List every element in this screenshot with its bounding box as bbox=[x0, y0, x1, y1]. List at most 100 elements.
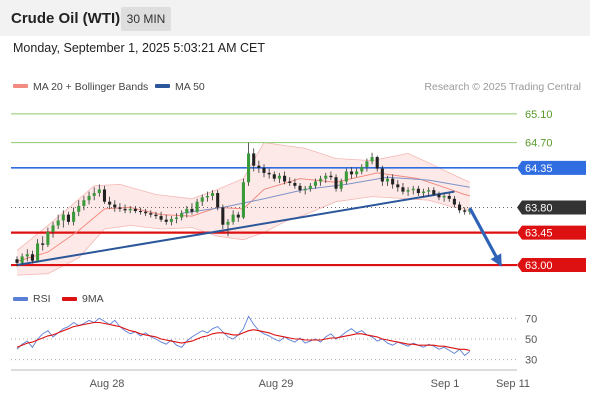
ma20-legend-swatch bbox=[13, 84, 28, 88]
candle bbox=[308, 182, 312, 192]
candle-body bbox=[123, 208, 127, 211]
candle bbox=[128, 206, 132, 214]
candle bbox=[385, 175, 390, 186]
candle-body bbox=[349, 171, 354, 175]
candle bbox=[72, 207, 76, 226]
pivot-price-tag bbox=[517, 160, 586, 175]
candle bbox=[164, 214, 168, 225]
candle bbox=[30, 250, 34, 264]
candle bbox=[334, 174, 338, 192]
candle-body bbox=[457, 204, 462, 211]
candle bbox=[236, 211, 240, 222]
candle bbox=[447, 193, 451, 202]
candle-body bbox=[92, 193, 96, 196]
candle-body bbox=[87, 195, 91, 201]
candle-body bbox=[138, 211, 143, 213]
candle bbox=[226, 218, 230, 237]
candle-body bbox=[370, 157, 374, 162]
candle-body bbox=[149, 213, 153, 215]
candle-body bbox=[447, 195, 451, 199]
price-panel: 65.10 64.70 64.35 63.80 63.45 63.00 bbox=[11, 109, 586, 276]
candle-body bbox=[113, 204, 117, 208]
candle-body bbox=[365, 161, 369, 168]
candle-body bbox=[257, 165, 261, 168]
candle bbox=[396, 180, 400, 192]
candle-body bbox=[308, 185, 312, 189]
interval-button[interactable]: 30 MIN bbox=[121, 7, 171, 31]
rsi-tick-label: 70 bbox=[525, 313, 537, 325]
candle bbox=[416, 185, 420, 196]
candle bbox=[25, 249, 29, 262]
candle-body bbox=[154, 214, 158, 217]
candle bbox=[87, 191, 91, 205]
candle-body bbox=[77, 206, 81, 212]
candle-body bbox=[421, 191, 426, 194]
candle-body bbox=[236, 214, 240, 218]
candle-body bbox=[463, 210, 467, 212]
candle-body bbox=[360, 167, 364, 172]
candle bbox=[154, 211, 158, 219]
candle bbox=[247, 142, 251, 186]
candle-body bbox=[72, 211, 76, 222]
9ma-legend-label: 9MA bbox=[82, 293, 104, 305]
candle-body bbox=[174, 217, 179, 219]
candle-body bbox=[159, 216, 163, 220]
instrument-title: Crude Oil (WTI) bbox=[11, 10, 121, 27]
candle bbox=[149, 210, 153, 218]
candle-body bbox=[411, 188, 415, 191]
candle bbox=[406, 187, 410, 196]
candle bbox=[102, 185, 107, 204]
rsi-legend-swatch bbox=[13, 297, 28, 301]
candle bbox=[272, 171, 276, 182]
candle bbox=[221, 204, 225, 230]
support-price-tag bbox=[517, 225, 586, 240]
candle bbox=[56, 214, 60, 230]
rsi-panel: 70 50 30 bbox=[11, 313, 537, 367]
candle-body bbox=[303, 188, 307, 191]
candle-body bbox=[324, 175, 328, 179]
candle bbox=[92, 187, 96, 201]
candle-body bbox=[56, 220, 60, 226]
candle-body bbox=[205, 195, 209, 198]
candle bbox=[185, 206, 189, 218]
candle-body bbox=[241, 182, 245, 218]
candle bbox=[61, 210, 65, 228]
candle-body bbox=[432, 190, 436, 195]
candle-body bbox=[329, 175, 333, 178]
candle bbox=[195, 198, 199, 214]
resistance-label: 65.10 bbox=[525, 109, 553, 121]
candle bbox=[180, 210, 184, 221]
ma20-legend-label: MA 20 + Bollinger Bands bbox=[33, 81, 148, 93]
candle bbox=[262, 164, 266, 178]
candle bbox=[82, 195, 86, 211]
candle-body bbox=[262, 167, 266, 173]
candle bbox=[437, 191, 441, 201]
candle-body bbox=[46, 231, 50, 245]
candle-body bbox=[452, 198, 456, 205]
candle bbox=[380, 165, 384, 186]
candle bbox=[267, 168, 271, 179]
candle-body bbox=[144, 211, 148, 214]
candle bbox=[46, 227, 50, 248]
support-price-label: 63.45 bbox=[525, 228, 553, 240]
last-price-tag bbox=[517, 200, 586, 215]
rsi-line bbox=[16, 315, 471, 357]
candle bbox=[452, 195, 456, 208]
candle-body bbox=[97, 189, 101, 194]
candle bbox=[324, 172, 328, 183]
x-tick-label: Aug 29 bbox=[259, 378, 294, 390]
candle-body bbox=[210, 193, 215, 196]
candle bbox=[355, 168, 359, 178]
candle-body bbox=[396, 184, 400, 188]
candle-body bbox=[247, 153, 251, 183]
candle bbox=[421, 188, 426, 198]
candle bbox=[20, 253, 24, 266]
candle-body bbox=[226, 221, 230, 225]
candle-body bbox=[252, 153, 256, 166]
candle-body bbox=[128, 208, 132, 211]
ma50-legend-label: MA 50 bbox=[175, 81, 205, 93]
candle-body bbox=[391, 178, 395, 185]
candle-body bbox=[283, 175, 287, 182]
candle-body bbox=[61, 214, 65, 221]
